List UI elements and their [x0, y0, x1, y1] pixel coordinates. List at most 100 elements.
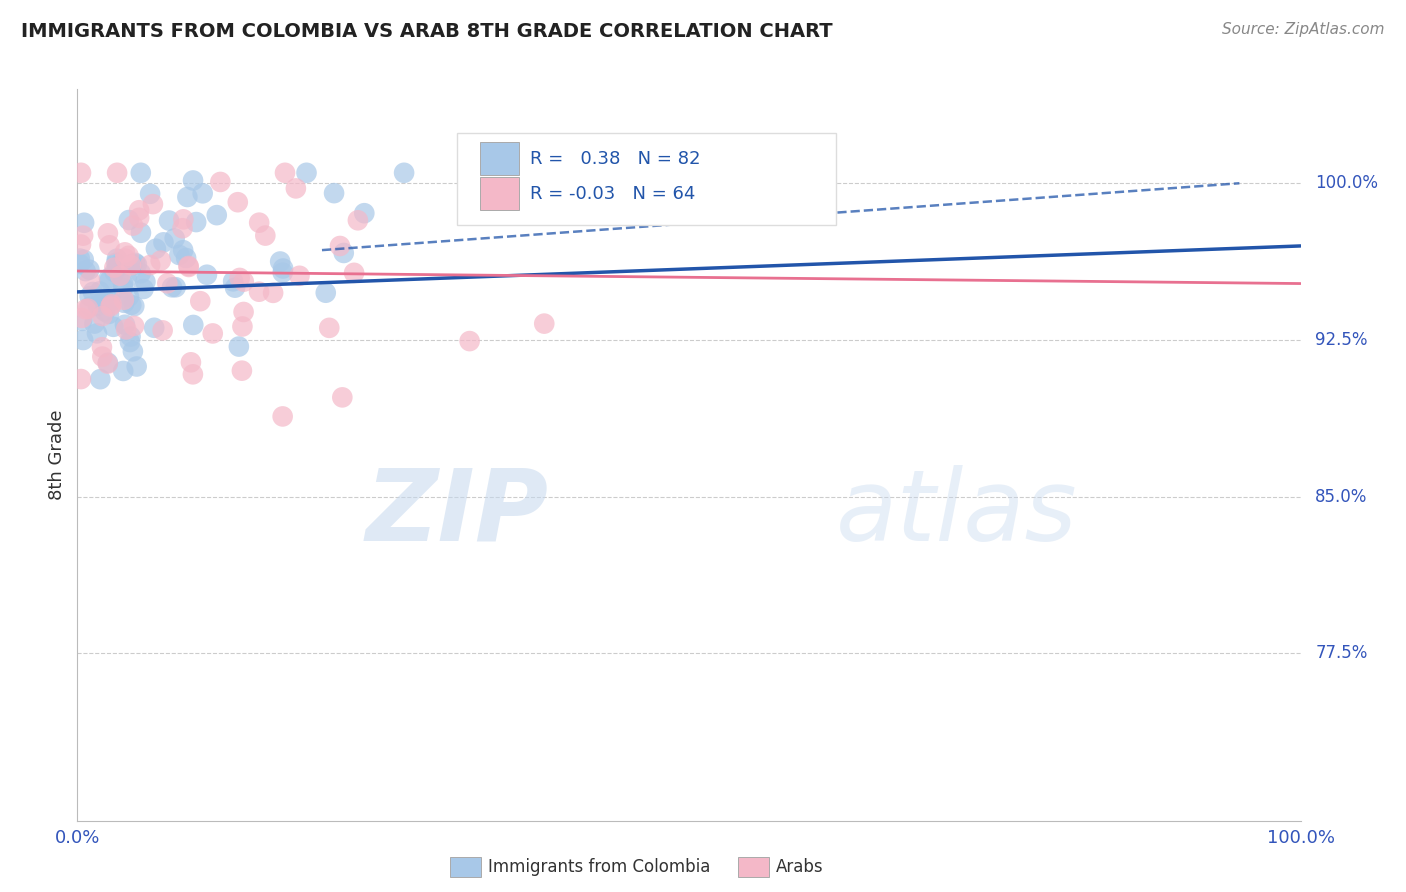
- Bar: [479, 142, 519, 175]
- Point: [181, 368, 204, 382]
- Y-axis label: 8th Grade: 8th Grade: [48, 409, 66, 500]
- Point: [89, 285, 111, 299]
- Point: [97, 357, 120, 371]
- Point: [117, 249, 139, 263]
- Point: [124, 299, 146, 313]
- Point: [247, 216, 270, 230]
- Point: [332, 246, 354, 260]
- Point: [120, 258, 142, 272]
- Point: [323, 186, 346, 201]
- Point: [98, 273, 121, 287]
- Point: [107, 259, 129, 273]
- Point: [247, 285, 270, 299]
- Text: 85.0%: 85.0%: [1315, 488, 1368, 506]
- Point: [122, 344, 145, 359]
- Point: [205, 208, 228, 222]
- Point: [77, 301, 100, 316]
- Point: [97, 307, 120, 321]
- Point: [70, 314, 93, 328]
- Point: [201, 326, 224, 341]
- Point: [120, 298, 142, 312]
- Point: [169, 248, 191, 262]
- Point: [232, 305, 254, 319]
- Point: [82, 285, 104, 299]
- Point: [139, 186, 162, 201]
- Point: [94, 304, 117, 318]
- Point: [254, 228, 277, 243]
- Point: [97, 356, 120, 370]
- Point: [533, 317, 555, 331]
- Point: [96, 292, 118, 306]
- Point: [134, 275, 156, 289]
- Point: [72, 228, 94, 243]
- Point: [156, 277, 179, 291]
- Point: [232, 275, 254, 289]
- Point: [142, 197, 165, 211]
- Point: [284, 181, 307, 195]
- Text: Immigrants from Colombia: Immigrants from Colombia: [488, 858, 710, 876]
- Point: [108, 268, 131, 283]
- Point: [114, 318, 136, 332]
- Point: [181, 318, 204, 332]
- Point: [118, 213, 141, 227]
- Point: [228, 340, 250, 354]
- Point: [105, 255, 128, 269]
- Point: [72, 333, 94, 347]
- Point: [231, 319, 253, 334]
- Text: atlas: atlas: [835, 465, 1077, 562]
- Point: [75, 264, 97, 278]
- Point: [73, 252, 96, 267]
- Point: [105, 260, 128, 274]
- Point: [128, 211, 150, 225]
- Point: [112, 296, 135, 310]
- Point: [157, 213, 180, 227]
- Point: [176, 190, 198, 204]
- Point: [115, 322, 138, 336]
- Point: [315, 285, 337, 300]
- Point: [152, 323, 174, 337]
- Point: [97, 227, 120, 241]
- Text: Arabs: Arabs: [776, 858, 824, 876]
- FancyBboxPatch shape: [457, 133, 835, 225]
- Point: [231, 364, 253, 378]
- Point: [191, 186, 214, 201]
- Point: [103, 260, 125, 275]
- Point: [152, 235, 174, 250]
- Point: [269, 254, 291, 268]
- Point: [145, 242, 167, 256]
- Point: [172, 221, 194, 235]
- Point: [128, 203, 150, 218]
- Text: 100.0%: 100.0%: [1315, 174, 1378, 193]
- Point: [195, 268, 218, 282]
- Point: [129, 226, 152, 240]
- Point: [86, 326, 108, 341]
- Point: [139, 258, 162, 272]
- Point: [172, 243, 194, 257]
- Point: [105, 166, 128, 180]
- Text: R =   0.38   N = 82: R = 0.38 N = 82: [530, 150, 700, 168]
- Point: [271, 261, 294, 276]
- Point: [222, 274, 245, 288]
- Point: [177, 260, 200, 274]
- Text: 92.5%: 92.5%: [1315, 331, 1368, 349]
- Point: [271, 409, 294, 424]
- Point: [330, 390, 353, 404]
- Point: [91, 309, 114, 323]
- Point: [180, 355, 202, 369]
- Point: [125, 359, 148, 374]
- Text: 77.5%: 77.5%: [1315, 644, 1368, 663]
- Point: [347, 213, 370, 227]
- Point: [70, 237, 93, 252]
- Point: [174, 251, 197, 265]
- Point: [75, 302, 97, 317]
- Point: [274, 166, 297, 180]
- Text: Source: ZipAtlas.com: Source: ZipAtlas.com: [1222, 22, 1385, 37]
- Point: [91, 350, 114, 364]
- Point: [89, 372, 111, 386]
- Point: [79, 289, 101, 303]
- Point: [118, 334, 141, 349]
- Point: [87, 299, 110, 313]
- Point: [121, 257, 143, 271]
- Point: [79, 262, 101, 277]
- Point: [125, 257, 148, 271]
